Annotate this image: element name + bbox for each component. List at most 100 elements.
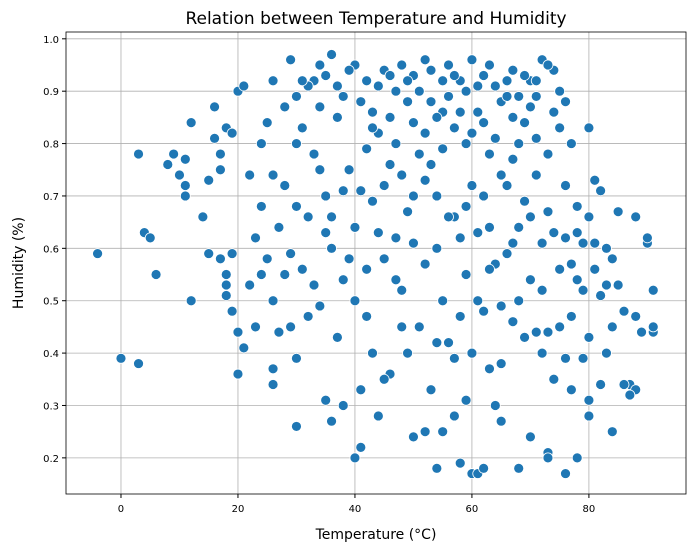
data-point — [331, 111, 343, 123]
data-point — [419, 174, 431, 186]
data-point — [560, 232, 571, 244]
data-point — [343, 253, 355, 265]
data-point — [402, 347, 413, 359]
data-point — [489, 80, 501, 92]
x-tick-label: 0 — [118, 504, 124, 515]
data-point — [220, 290, 232, 301]
data-point — [349, 295, 361, 307]
data-point — [460, 138, 472, 149]
data-point — [583, 331, 595, 343]
data-point — [589, 263, 601, 275]
data-point — [525, 274, 536, 286]
data-point — [367, 195, 378, 207]
data-point — [472, 295, 484, 307]
data-point — [244, 169, 256, 181]
y-tick-label: 0.5 — [43, 297, 59, 308]
data-point — [443, 337, 454, 349]
data-point — [162, 159, 174, 170]
data-point — [454, 311, 466, 322]
data-point — [571, 227, 583, 239]
data-point — [314, 164, 326, 176]
data-point — [448, 122, 460, 134]
data-point — [484, 363, 495, 375]
data-point — [589, 237, 601, 249]
data-point — [150, 269, 162, 280]
data-point — [530, 91, 542, 102]
data-point — [636, 326, 647, 338]
data-point — [618, 379, 630, 390]
data-point — [519, 195, 530, 207]
data-point — [443, 59, 454, 71]
data-point — [507, 153, 519, 165]
data-point — [179, 153, 191, 165]
x-tick-label: 60 — [466, 504, 479, 515]
data-point — [460, 394, 472, 406]
data-point — [513, 295, 525, 307]
data-point — [92, 248, 103, 259]
data-point — [396, 59, 408, 71]
data-point — [308, 279, 320, 291]
data-point — [396, 169, 408, 181]
data-point — [279, 269, 291, 280]
data-point — [179, 190, 191, 202]
data-point — [530, 326, 542, 338]
data-point — [466, 347, 478, 359]
data-point — [396, 321, 408, 333]
data-point — [560, 352, 571, 364]
data-point — [273, 221, 285, 233]
data-point — [542, 148, 554, 160]
data-point — [413, 321, 425, 333]
data-point — [215, 164, 226, 176]
data-point — [413, 148, 425, 160]
data-point — [402, 75, 413, 87]
data-point — [560, 180, 571, 191]
data-point — [577, 284, 589, 296]
data-point — [425, 384, 437, 396]
data-point — [595, 185, 607, 197]
data-point — [495, 169, 507, 181]
data-point — [390, 138, 402, 149]
data-point — [466, 127, 478, 139]
data-point — [320, 190, 332, 202]
data-point — [367, 106, 378, 118]
data-point — [601, 242, 612, 254]
data-point — [565, 138, 577, 149]
data-point — [355, 96, 367, 108]
data-point — [525, 101, 536, 113]
data-point — [606, 321, 618, 333]
data-point — [431, 111, 443, 123]
x-tick-label: 40 — [349, 504, 362, 515]
data-point — [489, 400, 501, 411]
data-point — [536, 284, 548, 296]
y-tick-label: 0.2 — [43, 454, 59, 465]
data-point — [291, 201, 302, 212]
data-point — [513, 221, 525, 233]
y-tick-label: 0.6 — [43, 244, 59, 255]
data-point — [331, 331, 343, 343]
data-point — [267, 169, 279, 181]
data-point — [507, 316, 519, 328]
data-point — [542, 452, 554, 464]
data-point — [425, 96, 437, 108]
data-point — [478, 305, 490, 317]
data-point — [209, 132, 220, 144]
data-point — [291, 138, 302, 149]
data-point — [261, 253, 273, 265]
data-point — [454, 457, 466, 469]
data-point — [606, 426, 618, 438]
data-point — [437, 75, 449, 87]
data-point — [466, 180, 478, 191]
data-point — [448, 352, 460, 364]
data-point — [384, 159, 396, 170]
data-point — [647, 321, 659, 333]
data-point — [577, 352, 589, 364]
data-point — [343, 164, 355, 176]
data-point — [408, 117, 419, 129]
data-point — [197, 211, 209, 223]
data-point — [320, 394, 332, 406]
data-point — [437, 426, 449, 438]
data-point — [583, 122, 595, 134]
data-point — [320, 227, 332, 239]
data-point — [174, 169, 185, 181]
data-point — [285, 248, 297, 259]
